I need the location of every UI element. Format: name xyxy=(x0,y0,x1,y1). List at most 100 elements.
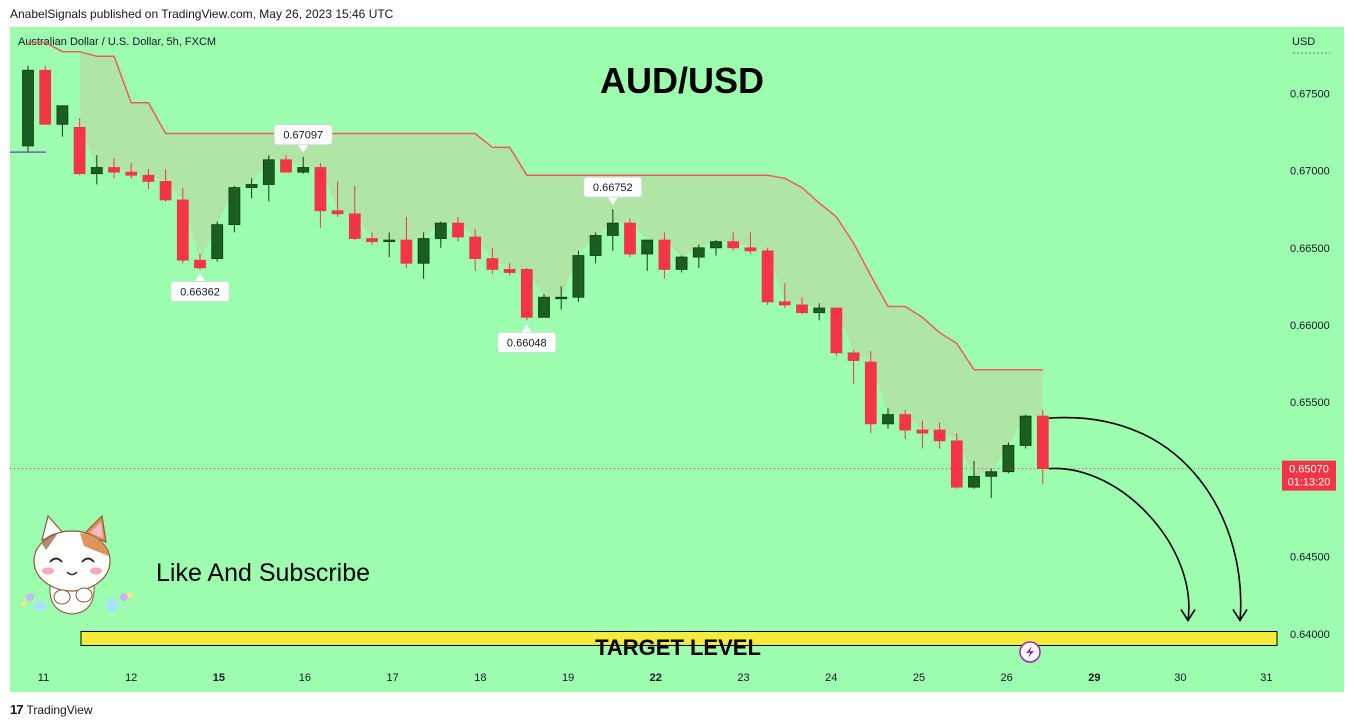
candle[interactable] xyxy=(297,156,310,174)
candle-body xyxy=(22,69,34,147)
candle[interactable] xyxy=(452,216,464,242)
candle-body xyxy=(211,224,224,260)
tradingview-logo-icon[interactable]: 17 xyxy=(10,702,24,717)
candle[interactable] xyxy=(710,240,722,256)
candle-body xyxy=(503,269,516,273)
candle-body xyxy=(434,222,447,239)
candle[interactable] xyxy=(830,307,843,356)
candle[interactable] xyxy=(211,221,224,262)
candle[interactable] xyxy=(589,232,602,264)
brand-name[interactable]: TradingView xyxy=(26,702,93,717)
candle-body xyxy=(417,238,430,264)
candle[interactable] xyxy=(73,118,86,176)
callout-box xyxy=(170,281,230,302)
candle[interactable] xyxy=(796,297,808,315)
candle[interactable] xyxy=(520,267,533,321)
callout-pointer xyxy=(607,197,618,206)
candle-body xyxy=(658,239,671,270)
candle[interactable] xyxy=(348,186,361,241)
candle-body xyxy=(228,187,241,226)
candle[interactable] xyxy=(366,232,378,245)
candle[interactable] xyxy=(22,65,34,153)
target-level-label: TARGET LEVEL xyxy=(595,635,761,660)
candle-body xyxy=(606,222,619,236)
candle[interactable] xyxy=(985,468,998,498)
candle[interactable] xyxy=(692,244,705,268)
lightning-bolt-icon[interactable] xyxy=(1019,641,1041,663)
candle[interactable] xyxy=(933,422,946,449)
candle[interactable] xyxy=(950,433,963,489)
candle[interactable] xyxy=(658,232,671,279)
candle-body xyxy=(572,255,585,298)
candle[interactable] xyxy=(847,349,860,384)
footer: 17 TradingView xyxy=(10,702,93,717)
candle-body xyxy=(1002,445,1015,473)
cat-mascot-icon xyxy=(21,514,133,615)
candle-body xyxy=(452,222,464,238)
x-tick-label: 11 xyxy=(38,672,49,684)
candle-body xyxy=(727,241,740,249)
candle[interactable] xyxy=(538,294,550,318)
candle[interactable] xyxy=(280,155,292,173)
candle-body xyxy=(400,239,413,264)
candle[interactable] xyxy=(968,460,980,489)
candle[interactable] xyxy=(417,232,430,279)
chart-svg[interactable]: Australian Dollar / U.S. Dollar, 5h, FXC… xyxy=(10,27,1344,692)
y-tick-label: 0.67500 xyxy=(1290,88,1330,100)
candle-body xyxy=(778,301,791,306)
y-tick-label: 0.64500 xyxy=(1290,552,1330,564)
band-upper-line xyxy=(28,41,1043,371)
chart-area[interactable]: Australian Dollar / U.S. Dollar, 5h, FXC… xyxy=(10,27,1344,692)
candle[interactable] xyxy=(176,187,189,264)
candle[interactable] xyxy=(1019,414,1032,449)
candle[interactable] xyxy=(194,253,206,270)
candle[interactable] xyxy=(813,303,826,321)
candle[interactable] xyxy=(606,209,619,251)
candle[interactable] xyxy=(572,250,585,302)
candle[interactable] xyxy=(434,221,447,248)
candle[interactable] xyxy=(899,409,912,440)
candle[interactable] xyxy=(125,162,138,179)
y-tick-label: 0.66500 xyxy=(1290,243,1330,255)
candle-body xyxy=(331,210,344,215)
candle[interactable] xyxy=(778,283,791,309)
candle[interactable] xyxy=(503,263,516,276)
callout-value: 0.66362 xyxy=(180,286,220,298)
candle[interactable] xyxy=(1036,409,1049,485)
candle-body xyxy=(641,239,654,255)
price-callout: 0.67097 xyxy=(273,124,333,153)
subscribe-annotation: Like And Subscribe xyxy=(156,559,370,587)
candle[interactable] xyxy=(761,247,774,305)
candle[interactable] xyxy=(486,247,499,275)
candle[interactable] xyxy=(314,162,327,228)
candle[interactable] xyxy=(39,65,52,125)
candle[interactable] xyxy=(159,169,172,202)
candle[interactable] xyxy=(56,105,69,137)
candle[interactable] xyxy=(744,232,757,254)
candle[interactable] xyxy=(624,218,636,258)
candle[interactable] xyxy=(727,232,740,251)
candle[interactable] xyxy=(469,229,482,271)
candle[interactable] xyxy=(641,239,654,271)
price-callout: 0.66362 xyxy=(170,273,230,302)
candle[interactable] xyxy=(555,286,568,310)
candle-body xyxy=(933,429,946,442)
candle[interactable] xyxy=(1002,442,1015,474)
price-badge-box xyxy=(1282,460,1336,491)
candle[interactable] xyxy=(262,155,275,202)
candle[interactable] xyxy=(675,255,688,273)
candle[interactable] xyxy=(108,158,120,179)
candle[interactable] xyxy=(228,186,241,233)
candle[interactable] xyxy=(331,181,344,217)
candle[interactable] xyxy=(142,169,155,190)
candle[interactable] xyxy=(245,178,258,199)
candle[interactable] xyxy=(864,351,877,434)
candle[interactable] xyxy=(400,216,413,268)
target-level-bar xyxy=(80,630,1278,646)
candle[interactable] xyxy=(916,420,929,449)
candle[interactable] xyxy=(90,155,103,185)
candle[interactable] xyxy=(383,232,396,258)
candle-body xyxy=(280,159,292,173)
candle[interactable] xyxy=(882,408,894,429)
